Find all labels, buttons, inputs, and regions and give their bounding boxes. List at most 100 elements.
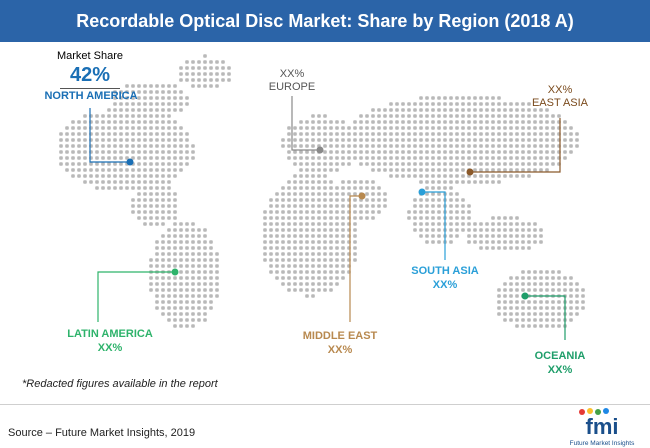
map-dot — [539, 168, 543, 172]
map-dot — [371, 156, 375, 160]
map-dot — [155, 294, 159, 298]
map-dot — [179, 138, 183, 142]
map-dot — [503, 318, 507, 322]
map-dot — [185, 102, 189, 106]
map-dot — [533, 108, 537, 112]
map-dot — [179, 276, 183, 280]
map-dot — [569, 126, 573, 130]
map-dot — [497, 132, 501, 136]
map-dot — [149, 132, 153, 136]
map-dot — [293, 192, 297, 196]
map-dot — [533, 306, 537, 310]
map-dot — [323, 126, 327, 130]
map-dot — [131, 132, 135, 136]
map-dot — [185, 294, 189, 298]
map-dot — [527, 150, 531, 154]
map-dot — [443, 156, 447, 160]
latin-america-leader-line — [97, 271, 175, 322]
map-dot — [317, 282, 321, 286]
map-dot — [161, 132, 165, 136]
map-dot — [191, 264, 195, 268]
map-dot — [119, 90, 123, 94]
map-dot — [143, 96, 147, 100]
map-dot — [113, 96, 117, 100]
map-dot — [485, 114, 489, 118]
map-dot — [461, 216, 465, 220]
map-dot — [167, 144, 171, 148]
map-dot — [287, 126, 291, 130]
map-dot — [197, 246, 201, 250]
map-dot — [161, 162, 165, 166]
map-dot — [425, 234, 429, 238]
map-dot — [311, 258, 315, 262]
map-dot — [473, 132, 477, 136]
map-dot — [317, 252, 321, 256]
map-dot — [287, 216, 291, 220]
map-dot — [491, 234, 495, 238]
map-dot — [431, 108, 435, 112]
map-dot — [323, 120, 327, 124]
map-dot — [221, 60, 225, 64]
map-dot — [119, 150, 123, 154]
map-dot — [485, 180, 489, 184]
map-dot — [311, 264, 315, 268]
map-dot — [149, 258, 153, 262]
map-dot — [149, 120, 153, 124]
title-bar: Recordable Optical Disc Market: Share by… — [0, 0, 650, 42]
map-dot — [473, 150, 477, 154]
map-dot — [125, 174, 129, 178]
map-dot — [149, 276, 153, 280]
map-dot — [323, 228, 327, 232]
map-dot — [161, 252, 165, 256]
map-dot — [275, 228, 279, 232]
map-dot — [383, 120, 387, 124]
map-dot — [299, 264, 303, 268]
map-dot — [197, 234, 201, 238]
map-dot — [437, 144, 441, 148]
map-dot — [335, 276, 339, 280]
map-dot — [425, 120, 429, 124]
map-dot — [305, 228, 309, 232]
map-dot — [509, 222, 513, 226]
map-dot — [95, 120, 99, 124]
map-dot — [527, 324, 531, 328]
map-dot — [179, 264, 183, 268]
map-dot — [425, 126, 429, 130]
map-dot — [515, 138, 519, 142]
map-dot — [95, 138, 99, 142]
map-dot — [467, 222, 471, 226]
map-dot — [437, 204, 441, 208]
map-dot — [185, 258, 189, 262]
map-dot — [455, 216, 459, 220]
map-dot — [161, 108, 165, 112]
map-dot — [455, 96, 459, 100]
map-dot — [287, 264, 291, 268]
map-dot — [323, 138, 327, 142]
map-dot — [155, 240, 159, 244]
map-dot — [299, 168, 303, 172]
map-dot — [119, 180, 123, 184]
map-dot — [149, 138, 153, 142]
map-dot — [365, 126, 369, 130]
map-dot — [419, 126, 423, 130]
map-dot — [167, 312, 171, 316]
map-dot — [515, 162, 519, 166]
map-dot — [161, 174, 165, 178]
map-dot — [191, 288, 195, 292]
map-dot — [137, 198, 141, 202]
map-dot — [419, 108, 423, 112]
map-dot — [329, 120, 333, 124]
map-dot — [365, 180, 369, 184]
map-dot — [317, 228, 321, 232]
map-dot — [335, 126, 339, 130]
map-dot — [161, 192, 165, 196]
map-dot — [203, 276, 207, 280]
map-dot — [503, 288, 507, 292]
map-dot — [77, 150, 81, 154]
map-dot — [401, 144, 405, 148]
map-dot — [185, 138, 189, 142]
map-dot — [287, 150, 291, 154]
map-dot — [491, 126, 495, 130]
map-dot — [533, 276, 537, 280]
map-dot — [527, 312, 531, 316]
